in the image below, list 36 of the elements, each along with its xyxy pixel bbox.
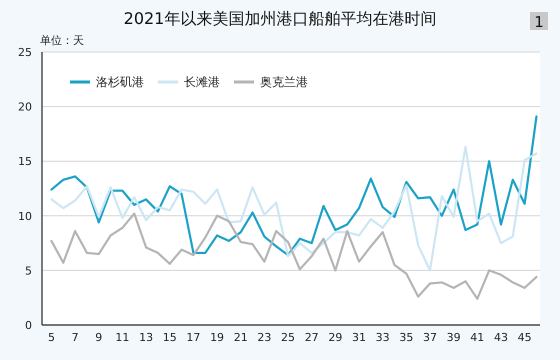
y-tick-label: 5 xyxy=(25,264,32,278)
line-series xyxy=(50,115,538,256)
y-tick-label: 0 xyxy=(25,319,32,332)
x-tick-label: 31 xyxy=(352,331,366,344)
x-tick-label: 27 xyxy=(304,331,319,344)
y-tick-label: 15 xyxy=(18,155,32,168)
chart-title: 2021年以来美国加州港口船舶平均在港时间 xyxy=(124,9,436,28)
y-axis-title: 单位：天 xyxy=(40,34,84,47)
x-tick-label: 35 xyxy=(399,331,414,344)
text: 1 xyxy=(534,13,544,31)
legend-label: 洛杉矶港 xyxy=(96,75,144,89)
x-tick-label: 37 xyxy=(422,331,437,344)
x-tick-label: 45 xyxy=(518,331,532,344)
y-tick-label: 20 xyxy=(18,100,32,114)
legend-label: 奥克兰港 xyxy=(260,75,308,89)
x-tick-label: 13 xyxy=(139,331,154,344)
legend-label: 长滩港 xyxy=(184,75,220,89)
x-tick-label: 43 xyxy=(494,331,508,344)
x-tick-label: 9 xyxy=(95,331,102,344)
x-tick-label: 29 xyxy=(328,331,342,344)
line-series xyxy=(50,212,538,300)
x-tick-label: 33 xyxy=(376,331,390,344)
x-tick-label: 19 xyxy=(210,331,224,344)
x-tick-label: 25 xyxy=(281,331,296,344)
y-tick-label: 25 xyxy=(18,46,32,59)
x-tick-label: 11 xyxy=(115,331,130,344)
line-series xyxy=(50,146,538,272)
x-tick-label: 23 xyxy=(257,331,272,344)
x-tick-label: 5 xyxy=(48,331,55,344)
x-tick-label: 17 xyxy=(186,331,200,344)
x-tick-label: 15 xyxy=(162,331,177,344)
x-tick-label: 39 xyxy=(446,331,461,344)
x-tick-label: 41 xyxy=(470,331,484,344)
y-tick-label: 10 xyxy=(18,210,32,223)
x-tick-label: 7 xyxy=(72,331,79,344)
x-tick-label: 21 xyxy=(234,331,248,344)
